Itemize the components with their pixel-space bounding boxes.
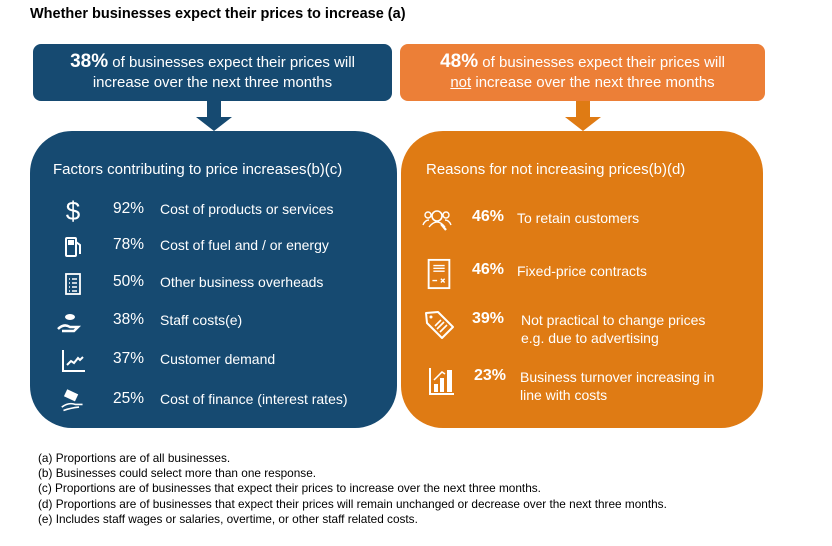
customers-search-icon — [422, 210, 452, 231]
factor-row: 25% Cost of finance (interest rates) — [30, 388, 397, 424]
not-increase-header-pct: 48% — [440, 51, 479, 72]
factor-label: Cost of products or services — [160, 201, 334, 217]
factors-title: Factors contributing to price increases(… — [53, 161, 343, 178]
checklist-icon — [65, 273, 81, 295]
reason-pct: 46% — [472, 261, 505, 278]
factor-label: Cost of fuel and / or energy — [160, 237, 329, 253]
dollar-icon: $ — [66, 198, 81, 224]
not-increasing-reasons-panel: Reasons for not increasing prices(b)(d) … — [401, 131, 763, 428]
footnote: (d) Proportions are of businesses that e… — [38, 496, 667, 511]
svg-text:$: $ — [66, 198, 81, 224]
down-arrow-icon — [565, 101, 601, 131]
reason-pct: 46% — [472, 208, 505, 225]
footnote: (e) Includes staff wages or salaries, ov… — [38, 511, 418, 526]
increase-header-line1: of businesses expect their prices will — [112, 54, 355, 71]
factor-row: 38% Staff costs(e) — [30, 309, 397, 345]
factor-label: Other business overheads — [160, 274, 324, 290]
trend-chart-icon — [62, 350, 85, 372]
reason-label: To retain customers — [517, 210, 640, 226]
reasons-title: Reasons for not increasing prices(b)(d) — [426, 161, 686, 178]
factor-pct: 50% — [113, 273, 145, 290]
footnote: (b) Businesses could select more than on… — [38, 466, 317, 481]
reason-row: 46% Fixed-price contracts — [401, 258, 763, 294]
reason-label-line2: line with costs — [520, 387, 608, 403]
reason-row: 39% Not practical to change prices e.g. … — [401, 309, 763, 353]
price-increase-factors-panel: Factors contributing to price increases(… — [30, 131, 397, 428]
reason-row: 46% To retain customers — [401, 207, 763, 243]
reason-pct: 39% — [472, 310, 505, 327]
factor-label: Staff costs(e) — [160, 312, 243, 328]
factor-pct: 38% — [113, 311, 145, 328]
footnote: (c) Proportions are of businesses that e… — [38, 481, 541, 496]
factor-pct: 92% — [113, 200, 145, 217]
reason-pct: 23% — [474, 367, 507, 384]
increase-header-line2: increase over the next three months — [92, 74, 333, 91]
increase-header: 38% of businesses expect their prices wi… — [33, 44, 392, 101]
factor-pct: 37% — [113, 350, 145, 367]
factor-label: Cost of finance (interest rates) — [160, 391, 348, 407]
hand-money-icon — [61, 389, 83, 412]
contract-icon — [427, 258, 451, 290]
factor-row: 37% Customer demand — [30, 348, 397, 384]
not-increase-header-line2: increase over the next three months — [475, 74, 715, 91]
not-increase-header: 48% of businesses expect their prices wi… — [400, 44, 765, 101]
factor-row: 78% Cost of fuel and / or energy — [30, 234, 397, 270]
reason-label-block: Business turnover increasing in line wit… — [520, 368, 715, 404]
factor-pct: 78% — [113, 236, 145, 253]
infographic-title: Whether businesses expect their prices t… — [30, 6, 406, 22]
reason-row: 23% Business turnover increasing in line… — [401, 366, 763, 410]
reason-label: Fixed-price contracts — [517, 263, 647, 279]
reason-label: Business turnover increasing in — [520, 369, 715, 385]
factor-label: Customer demand — [160, 351, 276, 367]
fuel-pump-icon — [65, 237, 81, 257]
factor-pct: 25% — [113, 390, 145, 407]
reason-label-line2: e.g. due to advertising — [521, 330, 659, 346]
hand-coins-icon — [57, 314, 82, 333]
increase-header-pct: 38% — [70, 51, 109, 72]
bar-chart-icon — [429, 368, 454, 395]
reason-label: Not practical to change prices — [521, 312, 706, 328]
not-increase-header-line1: of businesses expect their prices will — [482, 54, 725, 71]
price-tag-icon — [425, 311, 454, 339]
reason-label-block: Not practical to change prices e.g. due … — [521, 311, 705, 347]
down-arrow-icon — [196, 101, 232, 131]
factor-row: $ 92% Cost of products or services — [30, 198, 397, 234]
footnote: (a) Proportions are of all businesses. — [38, 451, 231, 465]
footnotes: (a) Proportions are of all businesses. (… — [38, 451, 667, 527]
not-emphasis: not — [450, 74, 472, 91]
factor-row: 50% Other business overheads — [30, 271, 397, 307]
